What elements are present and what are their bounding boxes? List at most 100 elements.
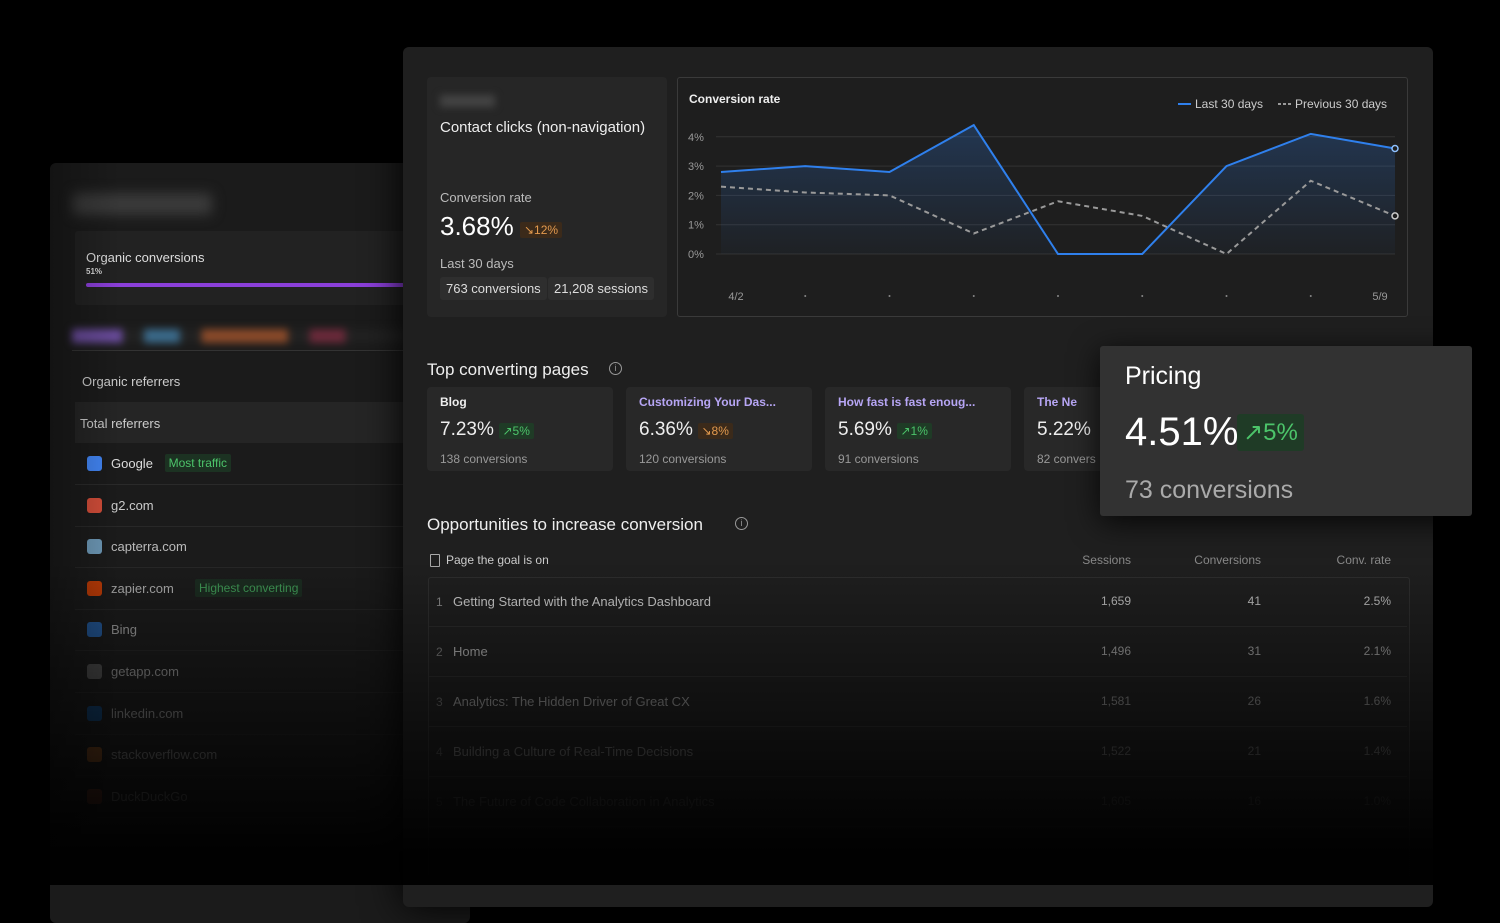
row-divider bbox=[429, 776, 1407, 777]
row-cell: 26 bbox=[1247, 694, 1261, 708]
row-cell: 1,581 bbox=[1100, 694, 1131, 708]
card-name: The Ne bbox=[1037, 395, 1078, 409]
card-change: ↗5% bbox=[498, 423, 534, 439]
referrer-name: linkedin.com bbox=[111, 705, 184, 721]
referrer-icon bbox=[87, 497, 102, 513]
referrer-name: DuckDuckGo bbox=[111, 788, 188, 804]
referrer-row: DuckDuckGo bbox=[75, 776, 405, 818]
tooltip-name: Pricing bbox=[1125, 362, 1202, 390]
card-conversions: 91 conversions bbox=[838, 452, 919, 466]
goal-card: Contact clicks (non-navigation) Conversi… bbox=[427, 77, 667, 317]
card-conversions: 120 conversions bbox=[639, 452, 727, 466]
referrer-row: Google Most traffic bbox=[75, 443, 405, 485]
chart-card: Conversion rate 0% 1% 2% 3% 4% 4/2 5/9 Last 30 … bbox=[677, 77, 1408, 317]
row-rank: 1 bbox=[436, 595, 443, 609]
card-name: Customizing Your Das... bbox=[639, 395, 776, 409]
card-change: ↘8% bbox=[697, 423, 733, 439]
end-point bbox=[1391, 212, 1399, 220]
header-col: Sessions bbox=[1082, 553, 1131, 567]
referrer-icon bbox=[87, 664, 102, 679]
info-icon[interactable]: i bbox=[609, 362, 622, 375]
referrer-row: capterra.com bbox=[75, 526, 405, 569]
blurred-tabs bbox=[72, 329, 432, 343]
chart-title: Conversion rate bbox=[689, 92, 781, 106]
referrer-name: zapier.com bbox=[111, 580, 174, 596]
referrer-row: stackoverflow.com bbox=[75, 734, 405, 777]
card-rate: 6.36% bbox=[639, 419, 693, 440]
x-tick-label: 5/9 bbox=[1372, 291, 1387, 303]
page-card: Blog 7.23% ↗5% 138 conversions bbox=[427, 387, 613, 471]
referrer-row: getapp.com bbox=[75, 651, 405, 693]
card-name: Blog bbox=[440, 395, 467, 409]
row-page: Building a Culture of Real-Time Decision… bbox=[453, 744, 694, 759]
x-tick-dot bbox=[1225, 295, 1228, 297]
chart: Conversion rate 0% 1% 2% 3% 4% 4/2 5/9 Last 30 … bbox=[688, 92, 1399, 303]
legend-label: Previous 30 days bbox=[1295, 97, 1387, 111]
referrer-row: linkedin.com bbox=[75, 693, 405, 735]
goal-change: ↘12% bbox=[520, 222, 563, 238]
referrer-icon bbox=[87, 622, 102, 638]
area bbox=[721, 125, 1395, 254]
referrer-icon bbox=[87, 539, 102, 555]
row-rank: 2 bbox=[436, 645, 443, 659]
referrer-icon bbox=[87, 456, 102, 471]
y-tick-label: 3% bbox=[688, 161, 704, 173]
row-page: Getting Started with the Analytics Dashb… bbox=[453, 594, 711, 609]
legend-label: Last 30 days bbox=[1195, 97, 1263, 111]
y-tick-label: 0% bbox=[688, 249, 704, 261]
x-tick-dot bbox=[1309, 295, 1312, 297]
y-tick-label: 4% bbox=[688, 132, 704, 144]
row-cell: 1.0% bbox=[1363, 794, 1391, 808]
row-divider bbox=[429, 676, 1407, 677]
table-frame bbox=[428, 577, 1410, 878]
referrer-icon bbox=[87, 747, 102, 763]
x-tick-dot bbox=[1141, 295, 1144, 297]
divider bbox=[72, 350, 452, 351]
row-cell: 2.1% bbox=[1363, 644, 1391, 658]
referrer-row: g2.com bbox=[75, 485, 405, 527]
x-tick-dot bbox=[972, 295, 975, 297]
x-tick-dot bbox=[1057, 295, 1059, 297]
goal-value: 3.68% bbox=[440, 211, 514, 241]
referrer-tag: Most traffic bbox=[164, 454, 232, 472]
x-tick-dot bbox=[804, 295, 807, 297]
referrer-name: Google bbox=[111, 456, 153, 471]
line bbox=[720, 123, 1396, 255]
card-rate: 5.22% bbox=[1037, 419, 1091, 440]
x-tick-label: 4/2 bbox=[728, 291, 743, 303]
row-cell: 31 bbox=[1247, 644, 1261, 658]
goal-name: Contact clicks (non-navigation) bbox=[440, 119, 646, 136]
referrer-name: stackoverflow.com bbox=[111, 747, 218, 763]
row-cell: 21 bbox=[1247, 744, 1261, 758]
page-card: How fast is fast enoug... 5.69% ↗1% 91 conv… bbox=[825, 387, 1011, 471]
tooltip-change: ↗5% bbox=[1237, 414, 1304, 451]
row-rank: 5 bbox=[436, 795, 443, 809]
goal-sessions: 21,208 sessions bbox=[548, 277, 654, 300]
pricing-tooltip: Pricing 4.51% ↗5% 73 conversions bbox=[1100, 346, 1472, 516]
referrers-title: Organic referrers bbox=[82, 374, 181, 389]
header-col: Conv. rate bbox=[1336, 553, 1391, 567]
row-cell: 16 bbox=[1247, 794, 1261, 808]
row-cell: 41 bbox=[1247, 594, 1261, 608]
card-name: How fast is fast enoug... bbox=[838, 395, 976, 409]
info-icon[interactable]: i bbox=[735, 517, 748, 530]
card-rate: 5.69% bbox=[838, 419, 892, 440]
tooltip-conversions: 73 conversions bbox=[1125, 476, 1294, 504]
tooltip-rate: 4.51% bbox=[1125, 410, 1239, 454]
referrer-row: Bing bbox=[75, 609, 405, 652]
total-label: Total referrers bbox=[80, 416, 161, 431]
line bbox=[720, 179, 1396, 256]
organic-label: Organic conversions bbox=[86, 250, 205, 265]
row-page: Home bbox=[453, 644, 488, 659]
row-cell: 1.4% bbox=[1363, 744, 1391, 758]
row-cell: 1.6% bbox=[1363, 694, 1391, 708]
card-conversions: 138 conversions bbox=[440, 452, 528, 466]
referrer-icon bbox=[87, 580, 102, 596]
row-cell: 1,496 bbox=[1100, 644, 1131, 658]
referrer-row: zapier.com Highest converting bbox=[75, 568, 405, 610]
row-rank: 4 bbox=[436, 745, 443, 759]
card-rate: 7.23% bbox=[440, 419, 494, 440]
goal-metric: Conversion rate bbox=[440, 190, 532, 205]
header-page: Page the goal is on bbox=[446, 553, 549, 567]
